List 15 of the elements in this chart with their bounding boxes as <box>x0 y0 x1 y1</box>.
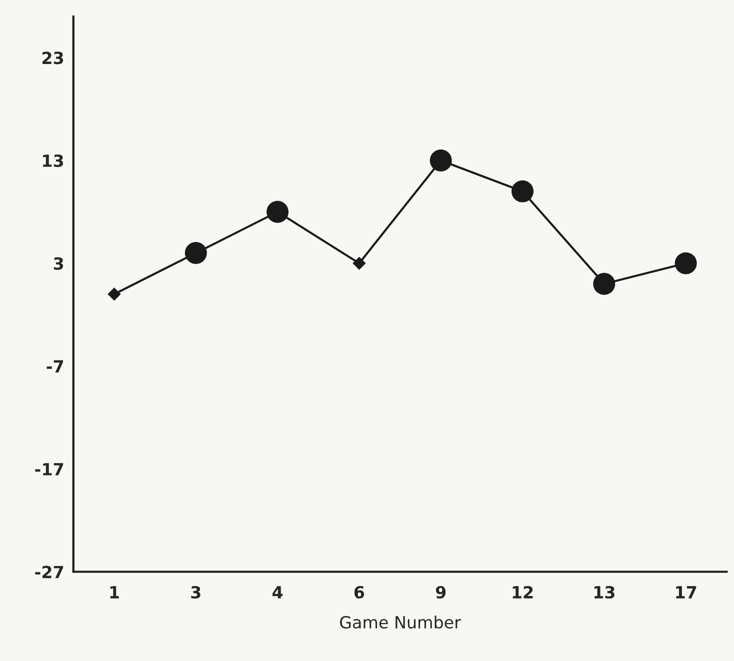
x-tick-label: 9 <box>436 586 446 599</box>
x-tick-label: 1 <box>110 586 119 598</box>
x-axis-title: Game Number <box>340 616 461 629</box>
x-tick-label: 6 <box>354 586 364 599</box>
y-tick-label: -7 <box>46 360 64 372</box>
y-tick-label: 3 <box>54 257 64 270</box>
x-tick-label: 3 <box>191 586 200 599</box>
y-tick-label: -27 <box>35 566 64 578</box>
y-tick-label: -17 <box>35 463 64 476</box>
x-tick-label: 4 <box>272 586 283 598</box>
x-tick-label: 12 <box>512 586 533 598</box>
y-tick-label: 23 <box>42 52 64 64</box>
x-tick-label: 17 <box>676 586 696 598</box>
x-tick-label: 13 <box>594 586 614 599</box>
y-tick-label: 13 <box>43 154 64 168</box>
